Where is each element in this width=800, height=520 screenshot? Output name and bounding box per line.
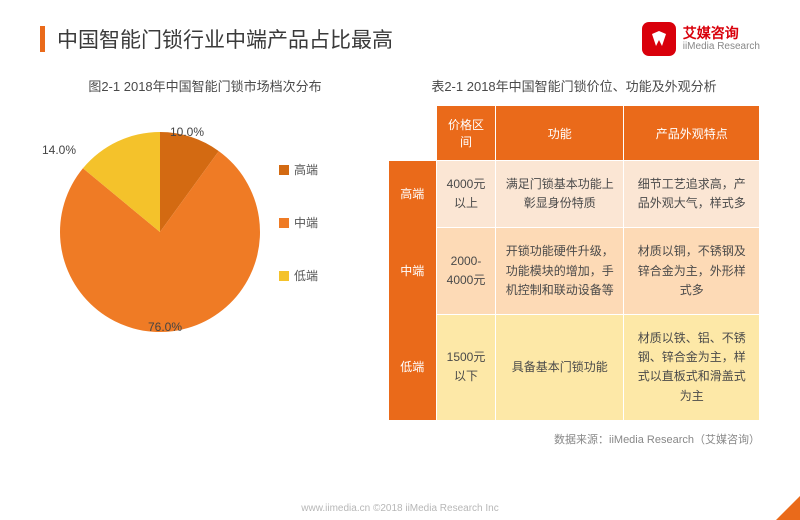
legend-item: 中端 — [279, 214, 318, 231]
legend-item: 高端 — [279, 161, 318, 178]
analysis-table: 价格区间功能产品外观特点 高端4000元以上满足门锁基本功能上彰显身份特质细节工… — [388, 105, 760, 421]
data-source: 数据来源：iiMedia Research（艾媒咨询） — [0, 421, 800, 447]
table-row: 低端1500元以下具备基本门锁功能材质以铁、铝、不锈钢、锌合金为主，样式以直板式… — [389, 314, 760, 420]
table-row-label: 中端 — [389, 228, 437, 315]
table-header-cell: 价格区间 — [437, 106, 496, 161]
table-cell: 细节工艺追求高，产品外观大气，样式多 — [624, 161, 760, 228]
legend-item: 低端 — [279, 267, 318, 284]
table-cell: 开锁功能硬件升级，功能模块的增加，手机控制和联动设备等 — [495, 228, 624, 315]
legend-label: 中端 — [294, 214, 318, 231]
footer-copyright: www.iimedia.cn ©2018 iiMedia Research In… — [0, 503, 800, 514]
pie-chart-panel: 图2-1 2018年中国智能门锁市场档次分布 10.0% 76.0% 14.0% 高… — [40, 76, 370, 421]
pie-chart-title: 图2-1 2018年中国智能门锁市场档次分布 — [88, 76, 321, 95]
content: 图2-1 2018年中国智能门锁市场档次分布 10.0% 76.0% 14.0% 高… — [0, 66, 800, 421]
table-row: 中端2000-4000元开锁功能硬件升级，功能模块的增加，手机控制和联动设备等材… — [389, 228, 760, 315]
header: 中国智能门锁行业中端产品占比最高 艾媒咨询 iiMedia Research — [0, 0, 800, 66]
table-header-cell: 功能 — [495, 106, 624, 161]
table-header-cell: 产品外观特点 — [624, 106, 760, 161]
logo-cn: 艾媒咨询 — [683, 25, 760, 41]
table-row-label: 低端 — [389, 314, 437, 420]
logo-en: iiMedia Research — [683, 41, 760, 53]
table-cell: 具备基本门锁功能 — [495, 314, 624, 420]
pie-slice-label: 14.0% — [42, 143, 76, 157]
table-cell: 2000-4000元 — [437, 228, 496, 315]
table-cell: 材质以铁、铝、不锈钢、锌合金为主，样式以直板式和滑盖式为主 — [624, 314, 760, 420]
table-row: 高端4000元以上满足门锁基本功能上彰显身份特质细节工艺追求高，产品外观大气，样… — [389, 161, 760, 228]
pie-chart: 10.0% 76.0% 14.0% — [40, 105, 275, 340]
title-accent-bar — [40, 26, 45, 52]
legend-swatch — [279, 165, 289, 175]
legend-swatch — [279, 218, 289, 228]
legend-label: 低端 — [294, 267, 318, 284]
pie-chart-body: 10.0% 76.0% 14.0% 高端中端低端 — [40, 105, 370, 340]
table-cell: 4000元以上 — [437, 161, 496, 228]
table-panel: 表2-1 2018年中国智能门锁价位、功能及外观分析 价格区间功能产品外观特点 … — [388, 76, 760, 421]
pie-slice-label: 76.0% — [148, 320, 182, 334]
legend-swatch — [279, 271, 289, 281]
page-title: 中国智能门锁行业中端产品占比最高 — [57, 24, 393, 54]
logo-text: 艾媒咨询 iiMedia Research — [683, 25, 760, 53]
pie-legend: 高端中端低端 — [279, 161, 318, 284]
pie-slice-label: 10.0% — [170, 125, 204, 139]
table-row-label: 高端 — [389, 161, 437, 228]
table-cell: 材质以铜，不锈钢及锌合金为主，外形样式多 — [624, 228, 760, 315]
logo-icon — [642, 22, 676, 56]
brand-logo: 艾媒咨询 iiMedia Research — [642, 22, 760, 56]
table-title: 表2-1 2018年中国智能门锁价位、功能及外观分析 — [388, 76, 760, 95]
table-header-cell — [389, 106, 437, 161]
corner-accent — [776, 496, 800, 520]
legend-label: 高端 — [294, 161, 318, 178]
title-wrap: 中国智能门锁行业中端产品占比最高 — [40, 24, 393, 54]
table-cell: 满足门锁基本功能上彰显身份特质 — [495, 161, 624, 228]
table-cell: 1500元以下 — [437, 314, 496, 420]
